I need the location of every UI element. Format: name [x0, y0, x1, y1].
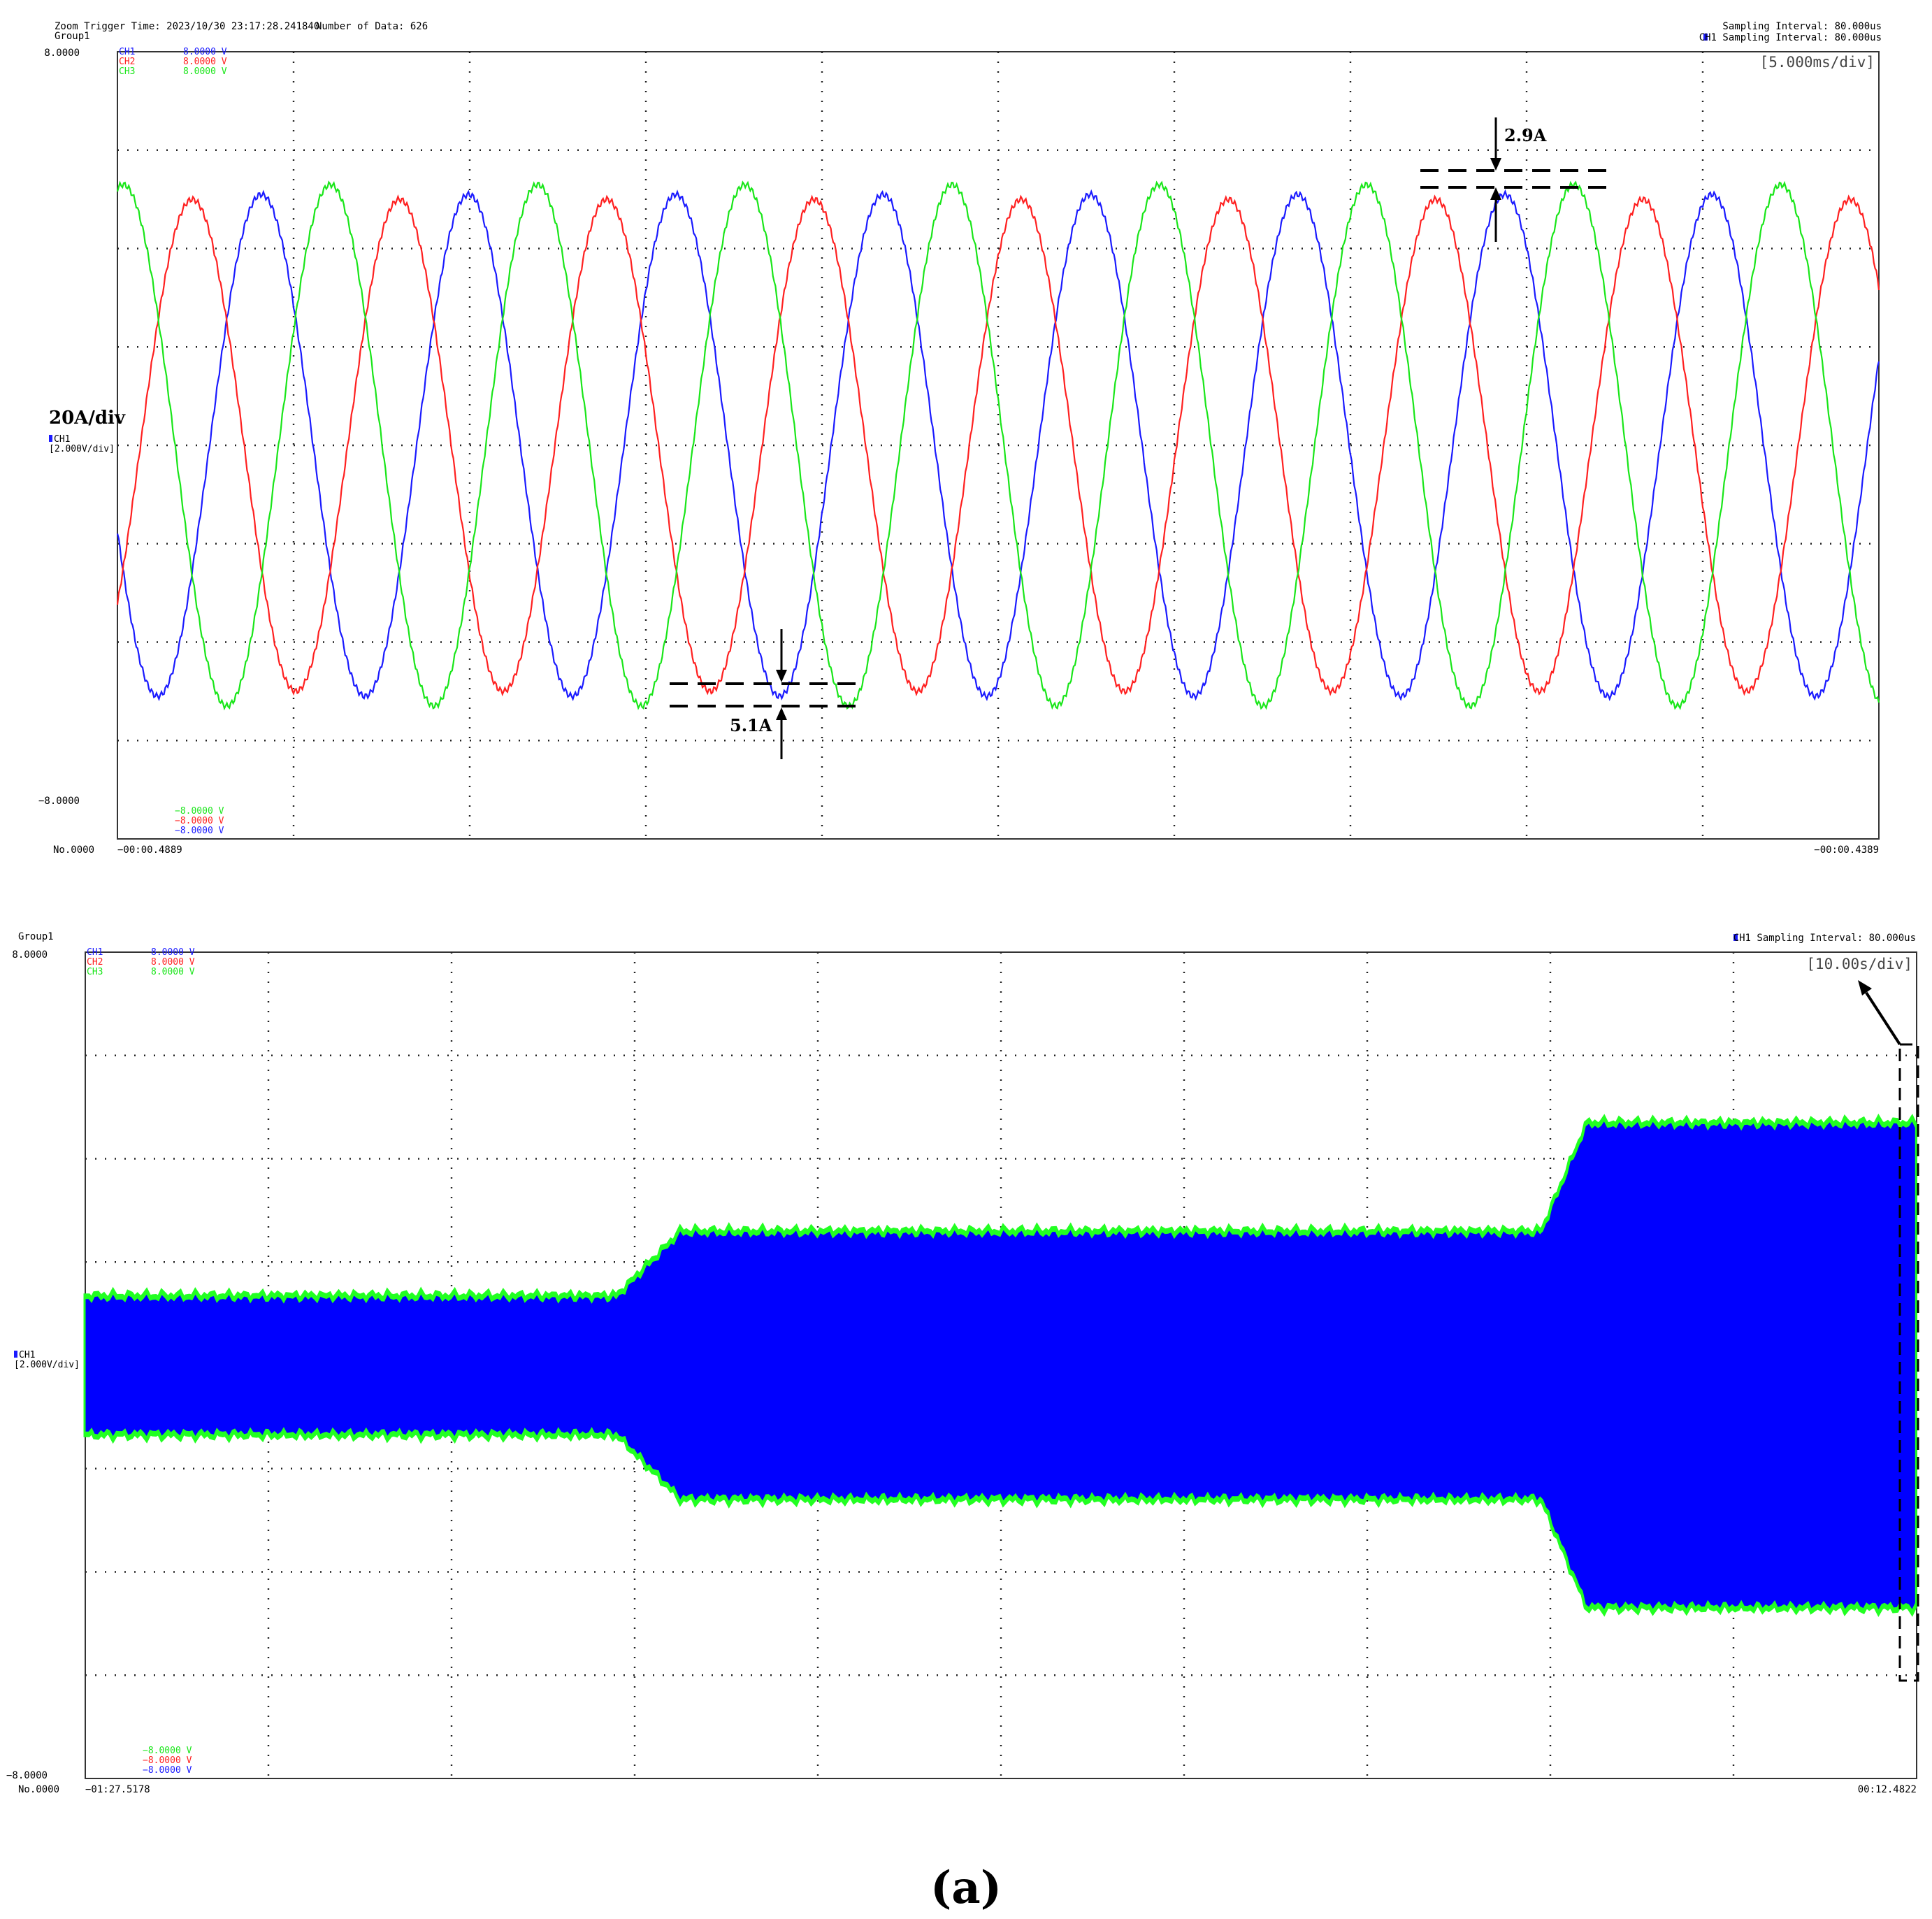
- zoom-trigger-time: Zoom Trigger Time: 2023/10/30 23:17:28.2…: [55, 21, 319, 32]
- arrow-up-head: [1490, 187, 1501, 200]
- bottom-grid: [85, 952, 1917, 1778]
- ch1-scale-marker: [49, 435, 52, 442]
- ch-scale-name: CH1: [19, 1350, 35, 1360]
- y-bottom-label: −8.0000: [38, 796, 80, 807]
- top-traces: [116, 180, 1880, 711]
- top-grid: [117, 52, 1879, 839]
- legend-channel-name: CH2: [119, 57, 135, 67]
- top-channel-legend: CH1 8.0000 V CH2 8.0000 V CH3 8.0000 V: [119, 47, 227, 77]
- arrow-head: [1858, 980, 1872, 996]
- annotation-label-2-9a: 2.9A: [1504, 125, 1547, 145]
- bottom-min-legend: −8.0000 V−8.0000 V−8.0000 V: [143, 1746, 192, 1776]
- ch1-marker: [1733, 934, 1738, 941]
- y-top-label: 8.0000: [44, 48, 80, 59]
- figure-caption: (a): [930, 1862, 1002, 1914]
- legend-min-value: −8.0000 V: [143, 1755, 192, 1766]
- group-label: Group1: [55, 31, 90, 42]
- legend-channel-name: CH3: [119, 66, 135, 77]
- annotation-2-9a: 2.9A: [1420, 117, 1608, 242]
- legend-channel-value: 8.0000 V: [151, 947, 195, 958]
- legend-channel-name: CH1: [119, 47, 135, 57]
- arrow-shaft: [1865, 991, 1901, 1046]
- legend-channel-name: CH3: [87, 967, 103, 977]
- sampling-interval: Sampling Interval: 80.000us: [1722, 21, 1882, 32]
- bottom-channel-legend: CH1 8.0000 V CH2 8.0000 V CH3 8.0000 V: [87, 947, 195, 977]
- top-oscilloscope-panel: Zoom Trigger Time: 2023/10/30 23:17:28.2…: [38, 21, 1882, 856]
- legend-channel-name: CH1: [87, 947, 103, 958]
- legend-channel-value: 8.0000 V: [151, 957, 195, 968]
- trace-ch3: [116, 180, 1880, 711]
- legend-channel-value: 8.0000 V: [183, 66, 227, 77]
- arrow-down-head: [1490, 158, 1501, 171]
- ch1-envelope: [85, 1121, 1915, 1609]
- trace-ch1: [116, 189, 1880, 702]
- ch1-marker: [1703, 34, 1708, 41]
- legend-min-value: −8.0000 V: [175, 816, 224, 826]
- no-label: No.0000: [18, 1784, 59, 1795]
- trace-ch2: [116, 194, 1880, 697]
- top-min-legend: −8.0000 V−8.0000 V−8.0000 V: [175, 806, 224, 836]
- arrow-up-head: [776, 707, 787, 720]
- legend-min-value: −8.0000 V: [143, 1765, 192, 1776]
- x-start-label: −01:27.5178: [85, 1784, 150, 1795]
- annotation-5-1a: 5.1A: [670, 629, 857, 759]
- legend-channel-value: 8.0000 V: [183, 47, 227, 57]
- legend-channel-value: 8.0000 V: [151, 967, 195, 977]
- y-bottom-label: −8.0000: [6, 1770, 48, 1781]
- bottom-traces: [83, 1114, 1917, 1617]
- legend-min-value: −8.0000 V: [175, 826, 224, 836]
- legend-channel-value: 8.0000 V: [183, 57, 227, 67]
- legend-min-value: −8.0000 V: [143, 1746, 192, 1756]
- highlight-box: [1898, 1043, 1919, 1682]
- x-start-label: −00:00.4889: [117, 844, 182, 856]
- x-end-label: 00:12.4822: [1858, 1784, 1917, 1795]
- time-per-div-label: [5.000ms/div]: [1760, 54, 1875, 71]
- scale-annotation: 20A/div: [49, 408, 126, 429]
- y-top-label: 8.0000: [12, 949, 48, 961]
- ch1-sampling-interval: CH1 Sampling Interval: 80.000us: [1733, 933, 1916, 944]
- no-label: No.0000: [53, 844, 94, 856]
- bottom-oscilloscope-panel: Group1 CH1 Sampling Interval: 80.000us […: [6, 931, 1919, 1795]
- annotation-label-5-1a: 5.1A: [730, 715, 772, 735]
- legend-channel-name: CH2: [87, 957, 103, 968]
- number-of-data: Number of Data: 626: [316, 21, 428, 32]
- time-per-div-label: [10.00s/div]: [1806, 956, 1912, 972]
- ch-scale-name: CH1: [54, 434, 70, 445]
- group-label: Group1: [18, 931, 54, 942]
- x-end-label: −00:00.4389: [1814, 844, 1879, 856]
- legend-min-value: −8.0000 V: [175, 806, 224, 817]
- ch1-sampling-interval: CH1 Sampling Interval: 80.000us: [1699, 32, 1882, 43]
- ch-scale-value: [2.000V/div]: [14, 1360, 80, 1370]
- ch1-scale-marker: [14, 1351, 17, 1358]
- arrow-down-head: [776, 670, 787, 682]
- ch-scale-value: [2.000V/div]: [49, 444, 115, 454]
